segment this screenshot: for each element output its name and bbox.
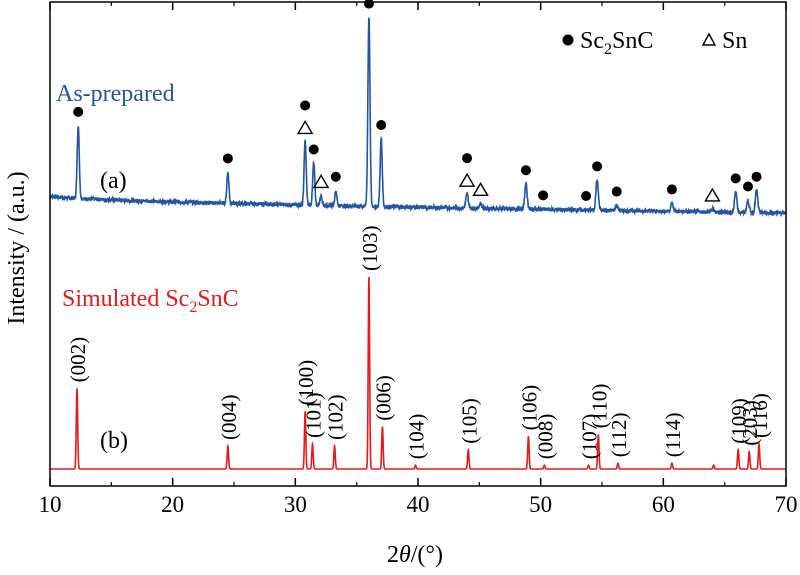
hkl-label: (203) [738,400,762,446]
hkl-label: (112) [607,412,631,457]
x-tick-label: 20 [161,492,184,517]
x-tick-label: 10 [39,492,62,517]
series-label-simulated-sub: 2 [189,299,197,316]
marker-sc2snc [751,171,762,182]
legend: Sc2SnC Sn [562,28,747,58]
marker-sn [472,181,489,197]
marker-sn [312,174,330,189]
hkl-label: (004) [217,395,241,441]
hkl-label: (008) [533,414,557,460]
marker-sc2snc [581,191,592,202]
panel-label-a: (a) [100,168,127,194]
x-tick-label: 50 [529,492,552,517]
hkl-label: (116) [748,393,772,438]
series-as-prepared [49,17,787,218]
hkl-label: (105) [457,398,481,444]
marker-sc2snc [222,153,233,164]
line-as-prepared [49,17,787,218]
marker-sc2snc [520,165,531,176]
panel-label-b: (b) [100,428,128,454]
legend-dot-marker [562,34,574,46]
marker-sc2snc [592,161,603,172]
x-axis-title-prefix: 2 [387,542,399,568]
phase-markers [73,0,762,202]
hkl-label: (100) [294,360,318,406]
legend-label-sc2snc-tail: SnC [612,28,653,54]
legend-label-sn: Sn [722,28,747,54]
x-axis-ticks: 10 20 30 40 50 60 70 [39,2,798,517]
x-axis-title: 2θ/(°) [387,542,443,568]
hkl-labels: (002) (004) (100)(101)(102) (103) (006) (104)… [66,226,772,460]
hkl-label: (002) [66,337,90,383]
legend-label-sc2snc-sub: 2 [604,41,612,58]
hkl-label: (101) [302,393,326,439]
x-tick-label: 60 [652,492,675,517]
line-simulated [50,276,786,470]
legend-label-sc2snc-main: Sc [580,28,604,54]
x-tick-label: 30 [284,492,307,517]
marker-sc2snc [742,181,753,192]
hkl-label: (109) [727,398,751,444]
series-label-simulated: Simulated Sc2SnC [62,286,239,316]
hkl-label: (114) [661,412,685,457]
hkl-label: (104) [405,414,429,460]
hkl-label: (103) [358,226,382,272]
marker-sn [704,187,721,202]
marker-sc2snc [730,173,741,184]
series-simulated [50,276,786,470]
y-axis-title: Intensity / (a.u.) [4,171,30,324]
x-tick-label: 40 [407,492,430,517]
marker-sc2snc [611,186,622,197]
marker-sn [296,120,314,135]
x-axis-title-suffix: /(°) [411,542,443,568]
marker-sc2snc [300,100,311,111]
series-label-simulated-main: Simulated Sc [62,286,189,312]
marker-sn [458,172,476,187]
x-axis-title-theta: θ [399,542,411,568]
marker-sc2snc [376,119,387,130]
marker-sc2snc [73,106,84,117]
marker-sc2snc [666,184,677,195]
marker-sc2snc [308,144,319,155]
marker-sc2snc [538,190,549,201]
series-label-simulated-tail: SnC [197,286,238,312]
marker-sc2snc [462,153,473,164]
series-label-as-prepared: As-prepared [56,81,175,107]
hkl-label: (106) [517,385,541,431]
x-tick-label: 70 [775,492,798,517]
hkl-label: (102) [324,395,348,441]
legend-label-sc2snc: Sc2SnC [580,28,653,58]
hkl-label: (107) [578,414,602,460]
hkl-label: (110) [587,384,611,429]
hkl-label: (006) [371,375,395,421]
legend-triangle-marker [701,32,717,46]
marker-sc2snc [330,171,341,182]
